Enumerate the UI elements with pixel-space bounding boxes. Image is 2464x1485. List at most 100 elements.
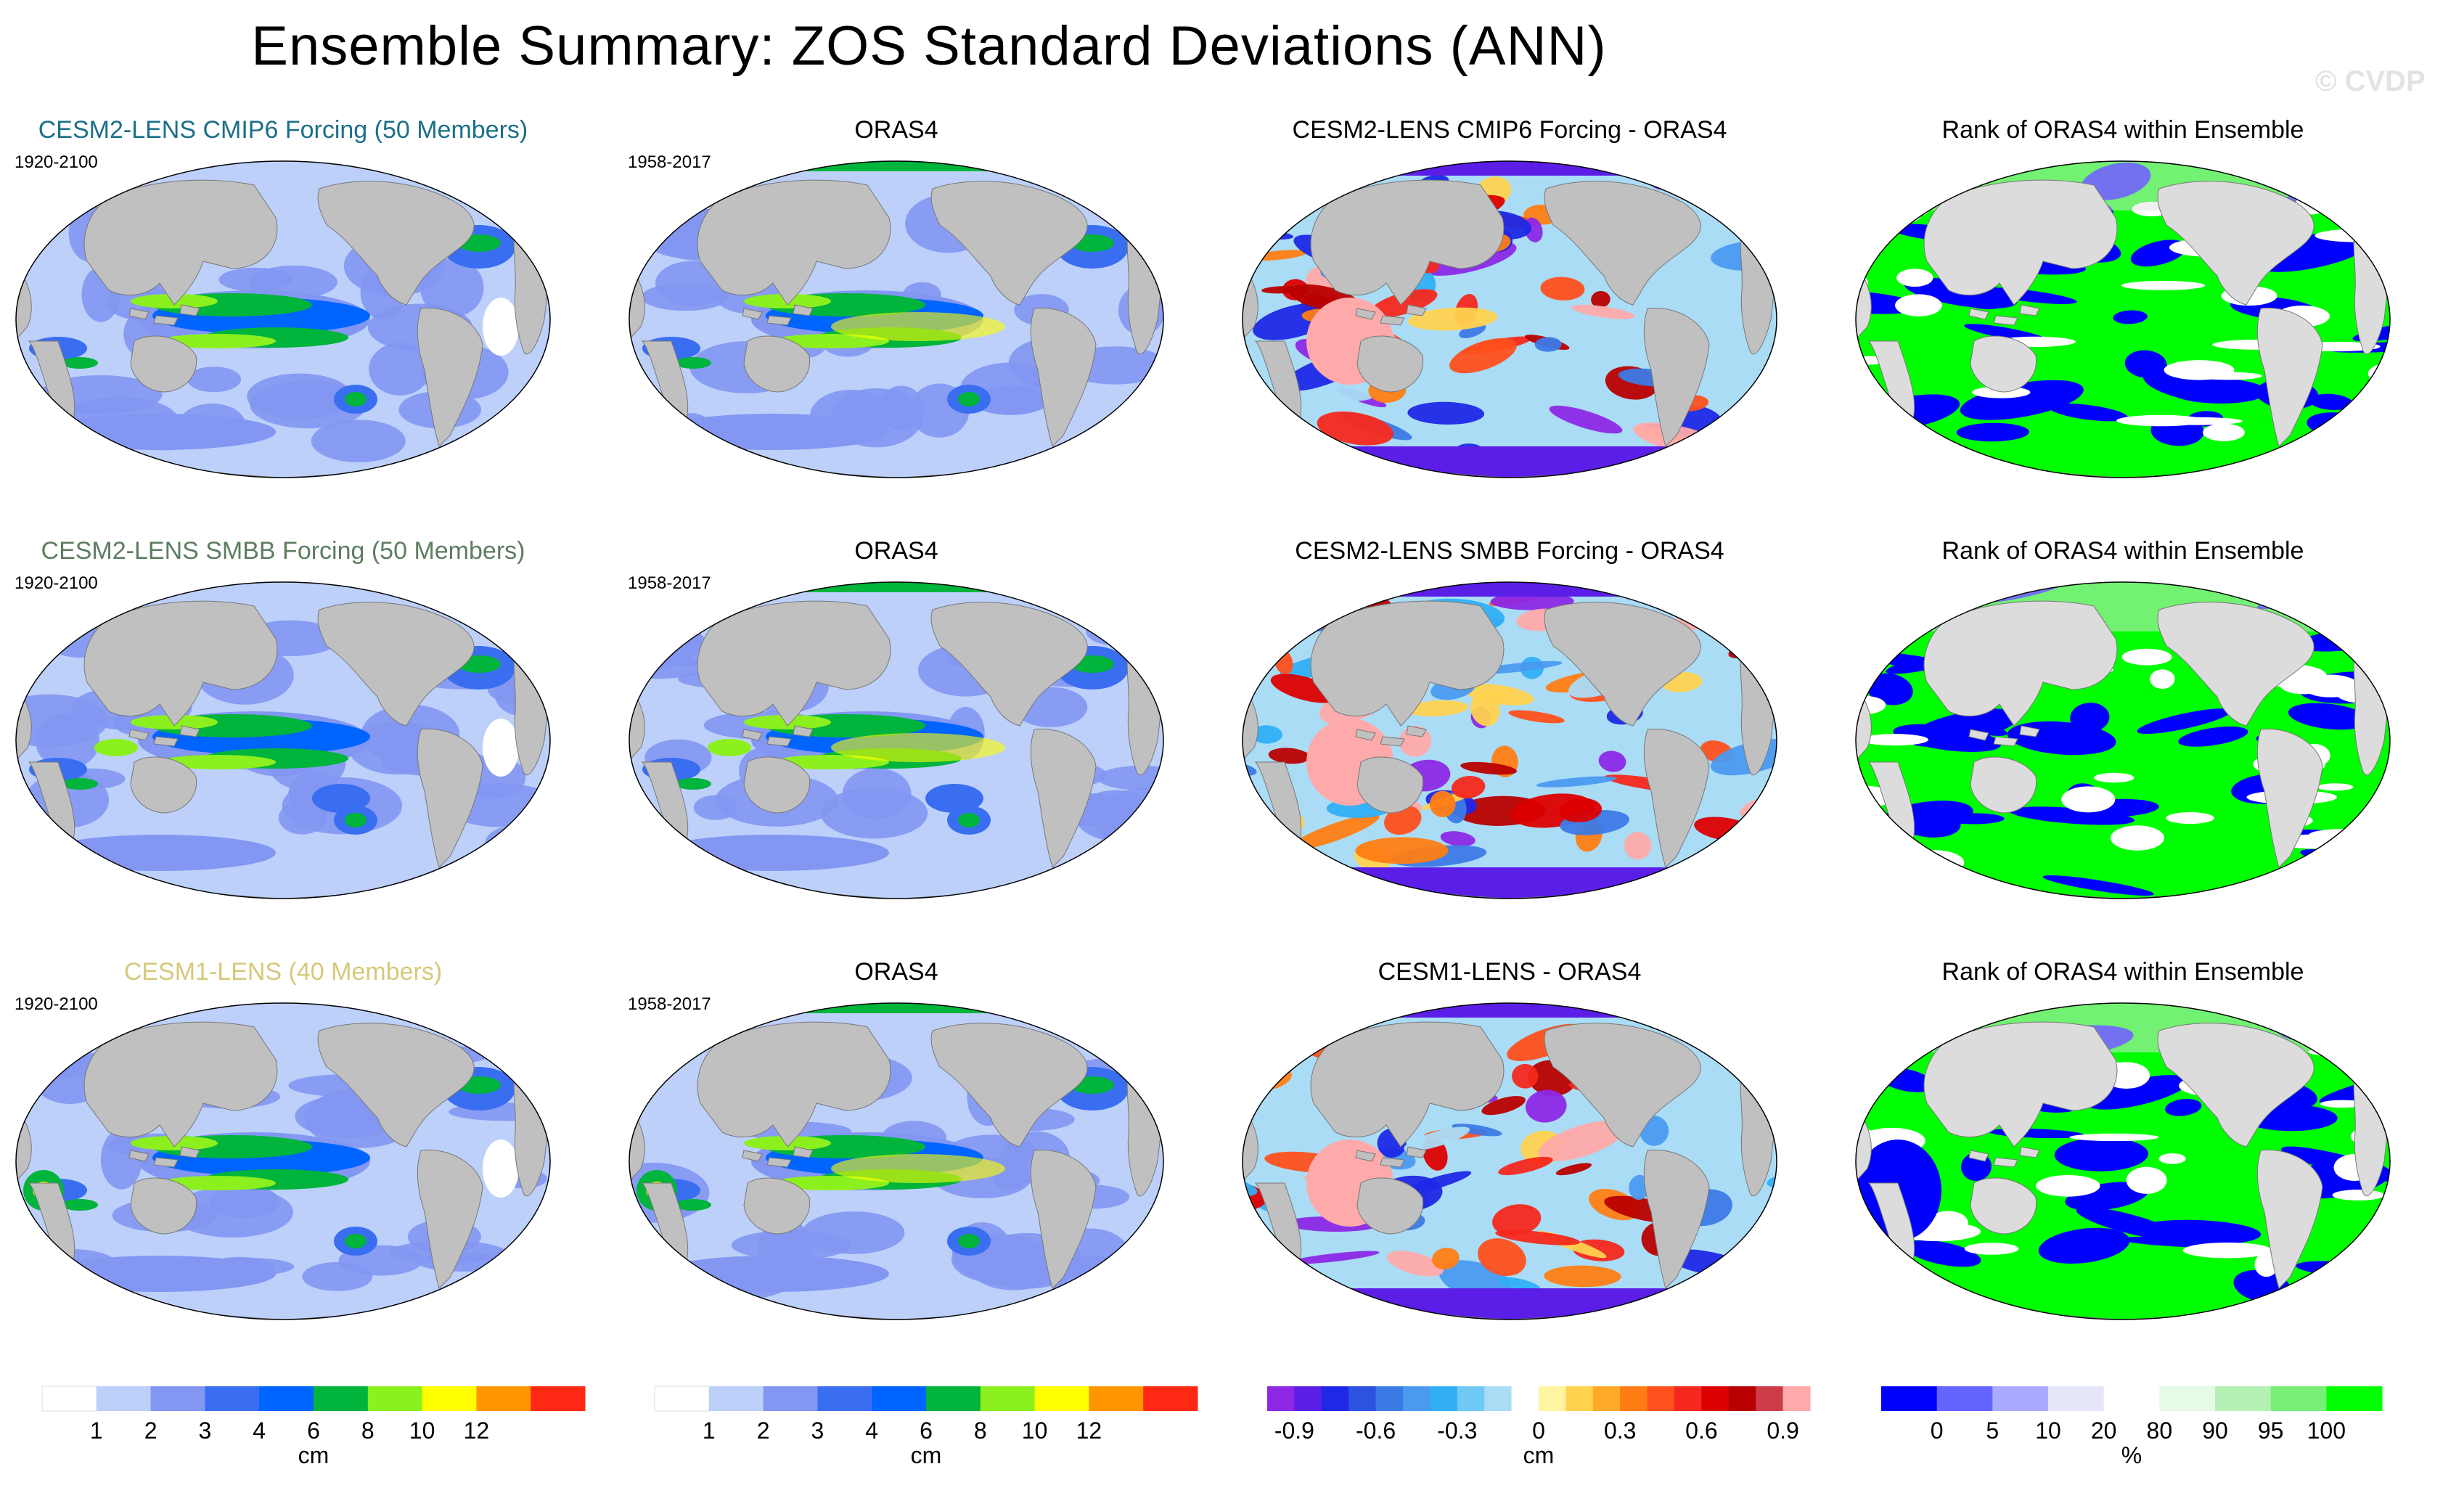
map-border <box>629 160 1164 478</box>
field-patch <box>2009 806 2135 825</box>
field-patch <box>345 392 367 406</box>
difference-map-1 <box>1242 160 1777 478</box>
difference-colorbar-tick-label: 0.9 <box>1767 1418 1798 1444</box>
field-patch <box>1540 277 1585 300</box>
field-patch <box>2182 1242 2273 1259</box>
rank-colorbar-tick-label: 20 <box>2091 1418 2117 1444</box>
field-patch <box>1270 674 1338 703</box>
field-patch <box>2113 310 2148 324</box>
std-dev-colorbar-ensemble-unit-label: cm <box>298 1442 330 1468</box>
field-patch <box>1954 292 2002 310</box>
observation-panel-title-3: ORAS4 <box>854 958 938 986</box>
rank-colorbar-swatch <box>1881 1386 1938 1411</box>
field-patch <box>1559 798 1603 822</box>
field-patch <box>2178 726 2248 747</box>
observation-map-2 <box>629 581 1164 899</box>
field-patch <box>2121 280 2206 290</box>
difference-colorbar-swatch <box>1620 1386 1648 1411</box>
field-patch <box>94 739 138 756</box>
field-patch <box>958 392 980 406</box>
field-patch <box>1512 1063 1539 1089</box>
field-patch <box>2309 393 2353 411</box>
ensemble-panel-title-3: CESM1-LENS (40 Members) <box>123 958 443 986</box>
std-dev-colorbar-ensemble-swatch <box>96 1386 152 1411</box>
field-patch <box>2165 1098 2202 1116</box>
field-patch <box>1497 1277 1541 1291</box>
field-patch <box>2158 1153 2186 1164</box>
field-patch <box>802 1211 905 1254</box>
std-dev-colorbar-observation-tick-label: 2 <box>757 1418 770 1444</box>
field-patch <box>2061 786 2116 813</box>
field-patch <box>1544 1265 1621 1288</box>
field-patch <box>1928 1211 1968 1235</box>
difference-colorbar-swatch <box>1294 1386 1322 1411</box>
field-patch <box>2042 875 2154 896</box>
field-patch <box>483 719 519 777</box>
std-dev-colorbar-observation-tick-label: 12 <box>1076 1418 1102 1444</box>
field-patch <box>1598 750 1626 772</box>
ensemble-period-label-1: 1920-2100 <box>15 152 98 172</box>
field-patch <box>2126 1166 2167 1194</box>
field-patch <box>1549 405 1623 434</box>
difference-colorbar-swatch <box>1484 1386 1513 1411</box>
observation-period-label-3: 1958-2017 <box>628 994 711 1014</box>
field-patch <box>2110 825 2164 851</box>
field-patch <box>1251 725 1282 744</box>
field-patch <box>925 784 983 813</box>
field-patch <box>369 343 431 396</box>
map-border <box>1242 160 1777 478</box>
difference-colorbar-swatch <box>1592 1386 1621 1411</box>
field-patch <box>773 1176 889 1190</box>
difference-colorbar-unit-label: cm <box>1523 1442 1555 1468</box>
field-patch <box>2203 423 2245 441</box>
std-dev-colorbar-observation-tick-label: 4 <box>865 1418 878 1444</box>
std-dev-colorbar-observation-swatch <box>1034 1386 1089 1411</box>
field-patch <box>2038 1227 2130 1264</box>
map-border <box>15 581 551 899</box>
field-patch <box>2164 360 2235 380</box>
field-patch <box>1555 1163 1592 1176</box>
field-patch <box>345 1234 367 1248</box>
observation-panel-title-1: ORAS4 <box>854 116 938 144</box>
field-patch <box>675 357 711 369</box>
difference-colorbar-swatch <box>1756 1386 1784 1411</box>
rank-colorbar-swatch <box>2103 1386 2160 1411</box>
map-border <box>629 1002 1164 1320</box>
field-patch <box>1498 1156 1553 1176</box>
map-border <box>15 1002 551 1320</box>
field-patch <box>1526 1089 1567 1123</box>
map-border <box>1855 581 2391 899</box>
observation-map-3 <box>629 1002 1164 1320</box>
std-dev-colorbar-ensemble-tick-label: 4 <box>253 1418 266 1444</box>
field-patch <box>773 755 889 769</box>
std-dev-colorbar-observation-tick-label: 8 <box>974 1418 987 1444</box>
rank-colorbar-tick-label: 95 <box>2258 1418 2284 1444</box>
field-patch <box>171 1187 294 1238</box>
std-dev-colorbar-observation-unit-label: cm <box>911 1442 942 1468</box>
field-patch <box>1407 307 1498 331</box>
field-patch <box>958 1234 980 1248</box>
difference-colorbar-tick-label: 0.6 <box>1685 1418 1717 1444</box>
difference-map-2 <box>1242 581 1777 899</box>
map-border <box>1855 1002 2391 1320</box>
rank-colorbar-swatch <box>2270 1386 2327 1411</box>
ensemble-map-1 <box>15 160 551 478</box>
std-dev-colorbar-ensemble-swatch <box>205 1386 260 1411</box>
ensemble-period-label-2: 1920-2100 <box>15 573 98 593</box>
rank-colorbar-swatch <box>1992 1386 2049 1411</box>
field-patch <box>249 265 337 299</box>
field-patch <box>187 367 241 393</box>
rank-colorbar-swatch <box>2048 1386 2105 1411</box>
difference-colorbar-swatch <box>1782 1386 1811 1411</box>
difference-colorbar-swatch <box>1565 1386 1594 1411</box>
field-patch <box>2121 648 2172 666</box>
observation-period-label-1: 1958-2017 <box>628 152 711 172</box>
field-patch <box>969 1242 1059 1290</box>
rank-panel-title-1: Rank of ORAS4 within Ensemble <box>1941 116 2304 144</box>
rank-panel-title-3: Rank of ORAS4 within Ensemble <box>1941 958 2304 986</box>
field-patch <box>2133 1219 2262 1245</box>
std-dev-colorbar-ensemble-swatch <box>422 1386 477 1411</box>
field-patch <box>1460 761 1518 775</box>
std-dev-colorbar-observation-swatch <box>763 1386 818 1411</box>
field-patch <box>2036 1175 2100 1197</box>
